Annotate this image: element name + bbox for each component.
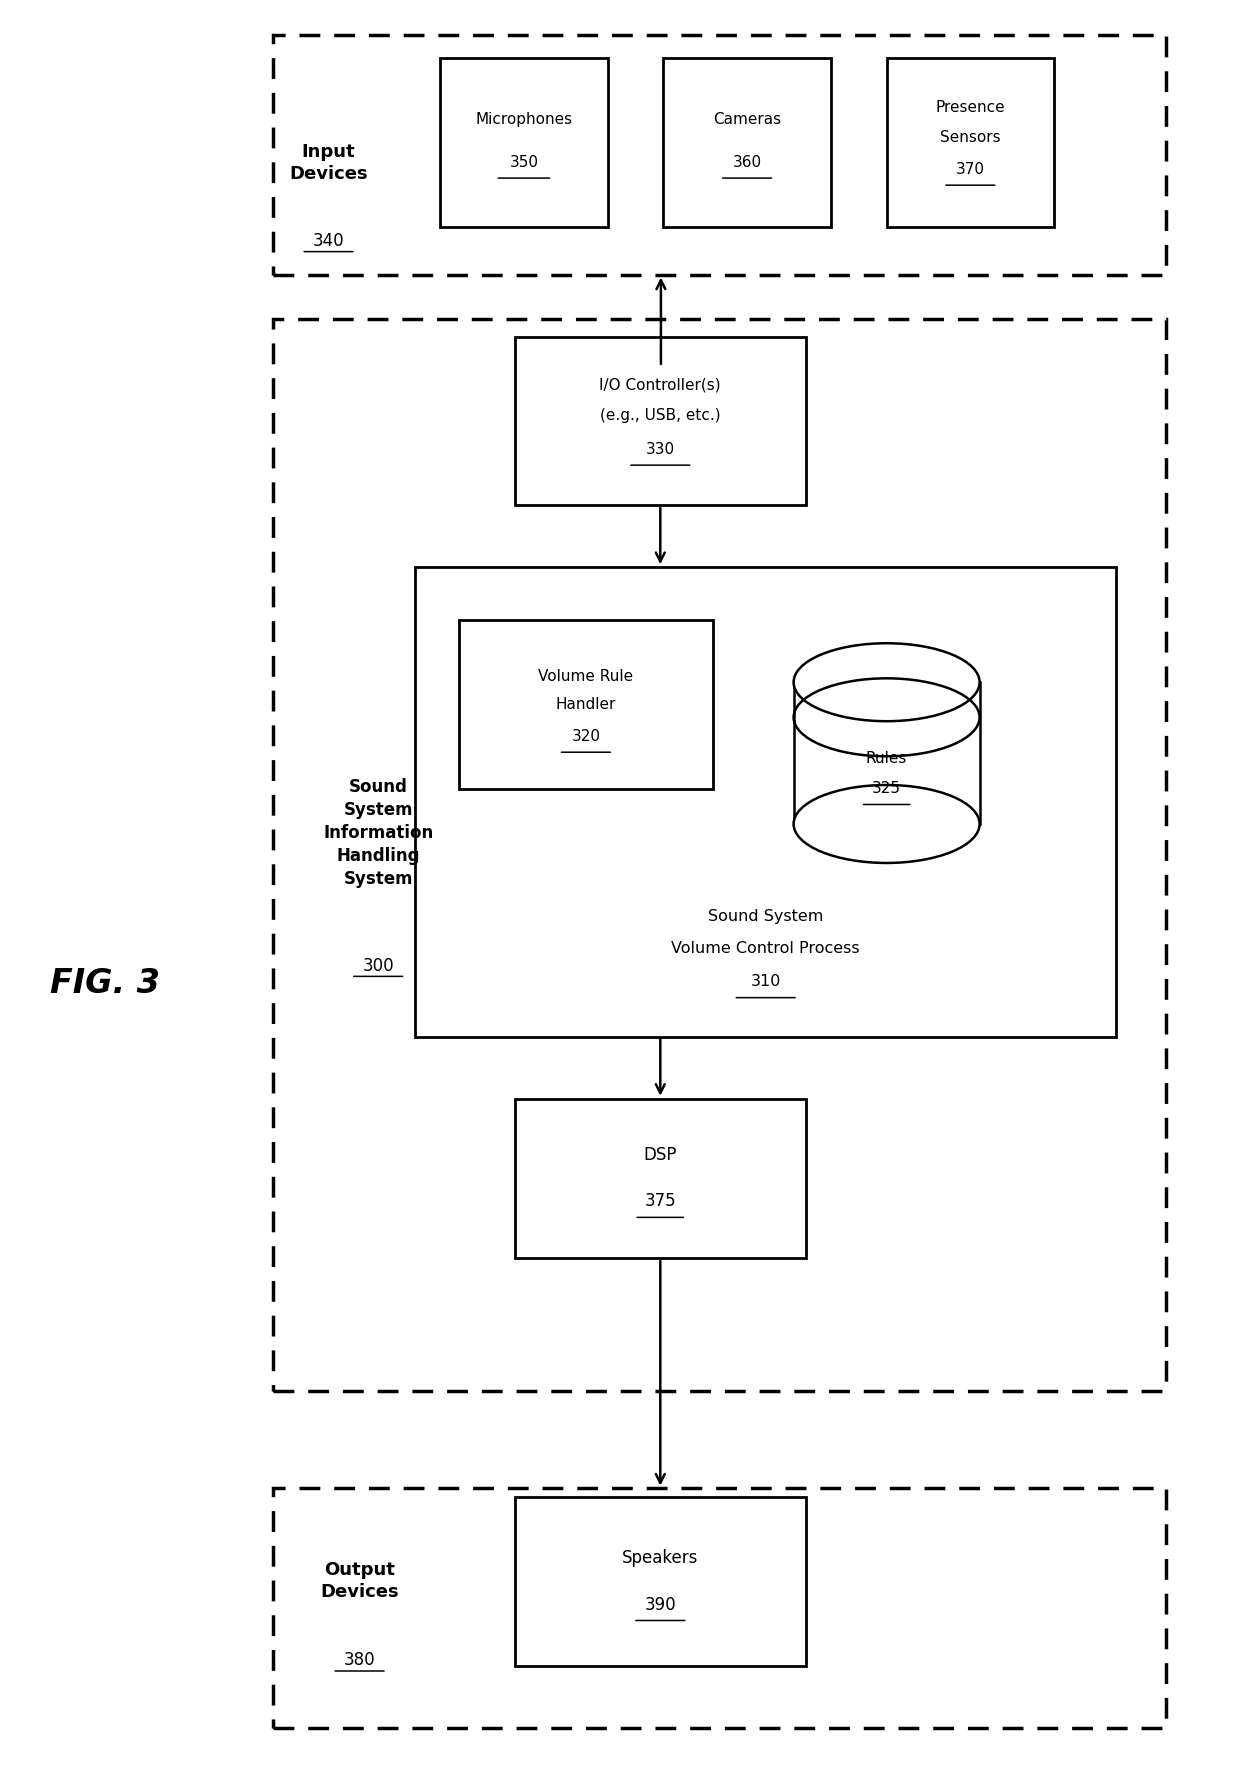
Text: Volume Rule: Volume Rule bbox=[538, 668, 634, 684]
FancyBboxPatch shape bbox=[515, 1497, 806, 1666]
FancyBboxPatch shape bbox=[459, 620, 713, 789]
Ellipse shape bbox=[794, 643, 980, 721]
FancyBboxPatch shape bbox=[415, 567, 1116, 1037]
Text: 330: 330 bbox=[646, 441, 675, 457]
Text: Volume Control Process: Volume Control Process bbox=[671, 941, 861, 955]
Text: FIG. 3: FIG. 3 bbox=[51, 968, 160, 999]
Text: 390: 390 bbox=[645, 1595, 676, 1614]
Text: Sensors: Sensors bbox=[940, 129, 1001, 145]
Text: Sound System: Sound System bbox=[708, 909, 823, 923]
Text: Cameras: Cameras bbox=[713, 112, 781, 128]
Text: Input
Devices: Input Devices bbox=[289, 144, 368, 183]
Text: (e.g., USB, etc.): (e.g., USB, etc.) bbox=[600, 408, 720, 424]
FancyBboxPatch shape bbox=[515, 1099, 806, 1258]
Text: Handler: Handler bbox=[556, 696, 616, 712]
Text: Microphones: Microphones bbox=[475, 112, 573, 128]
Text: 350: 350 bbox=[510, 154, 538, 170]
Text: Speakers: Speakers bbox=[622, 1549, 698, 1568]
Text: I/O Controller(s): I/O Controller(s) bbox=[599, 377, 722, 393]
FancyBboxPatch shape bbox=[663, 58, 831, 227]
Text: DSP: DSP bbox=[644, 1146, 677, 1164]
Text: 310: 310 bbox=[750, 975, 781, 989]
Text: 375: 375 bbox=[645, 1193, 676, 1210]
Text: 370: 370 bbox=[956, 161, 985, 177]
Text: 340: 340 bbox=[312, 232, 345, 250]
Text: Sound
System
Information
Handling
System: Sound System Information Handling System bbox=[324, 778, 433, 888]
Text: 300: 300 bbox=[362, 957, 394, 975]
Ellipse shape bbox=[794, 785, 980, 863]
FancyBboxPatch shape bbox=[887, 58, 1054, 227]
Text: 325: 325 bbox=[872, 781, 901, 796]
Text: Output
Devices: Output Devices bbox=[320, 1561, 399, 1600]
FancyBboxPatch shape bbox=[440, 58, 608, 227]
Text: 360: 360 bbox=[733, 154, 761, 170]
Text: Presence: Presence bbox=[935, 99, 1006, 115]
Text: 320: 320 bbox=[572, 728, 600, 744]
Text: 380: 380 bbox=[343, 1652, 376, 1669]
FancyBboxPatch shape bbox=[794, 682, 980, 824]
FancyBboxPatch shape bbox=[515, 337, 806, 505]
Text: Rules: Rules bbox=[866, 751, 908, 766]
